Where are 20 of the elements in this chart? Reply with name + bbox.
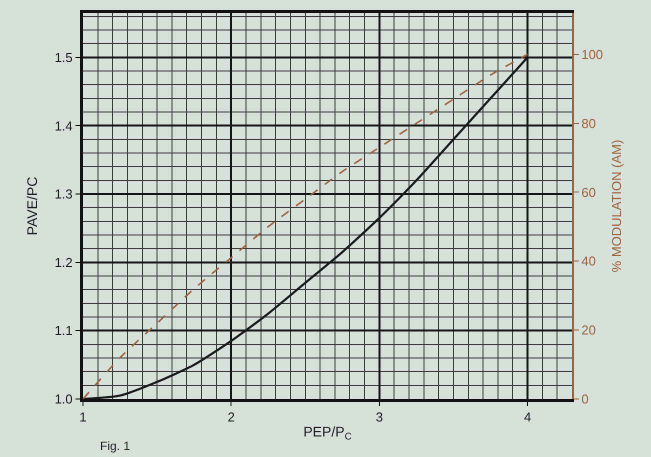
caption: Fig. 1 xyxy=(100,439,130,453)
y2-tick-label: 100 xyxy=(581,46,604,62)
x-axis-title: PEP/P$_{C}$ xyxy=(303,424,352,443)
y-tick-label: 1.2 xyxy=(54,254,73,270)
y2-axis-title: % MODULATION (AM) xyxy=(609,140,624,272)
y-tick-label: 1.5 xyxy=(54,50,73,65)
y2-tick-label: 60 xyxy=(581,184,596,200)
x-tick-label: 2 xyxy=(228,409,235,424)
y-axis-title: PAVE/PC xyxy=(24,176,40,236)
y-tick-label: 1.4 xyxy=(54,118,73,134)
y-tick-label: 1.1 xyxy=(54,323,73,338)
y2-tick-label: 40 xyxy=(581,254,596,269)
x-tick-label: 1 xyxy=(79,409,87,424)
y-tick-label: 1.0 xyxy=(54,392,73,407)
x-tick-label: 3 xyxy=(376,409,383,424)
x-tick-label: 4 xyxy=(524,409,532,424)
y2-tick-label: 20 xyxy=(581,322,596,338)
y2-tick-label: 0 xyxy=(581,392,589,407)
y2-tick-label: 80 xyxy=(581,116,596,131)
y-tick-label: 1.3 xyxy=(54,186,73,202)
